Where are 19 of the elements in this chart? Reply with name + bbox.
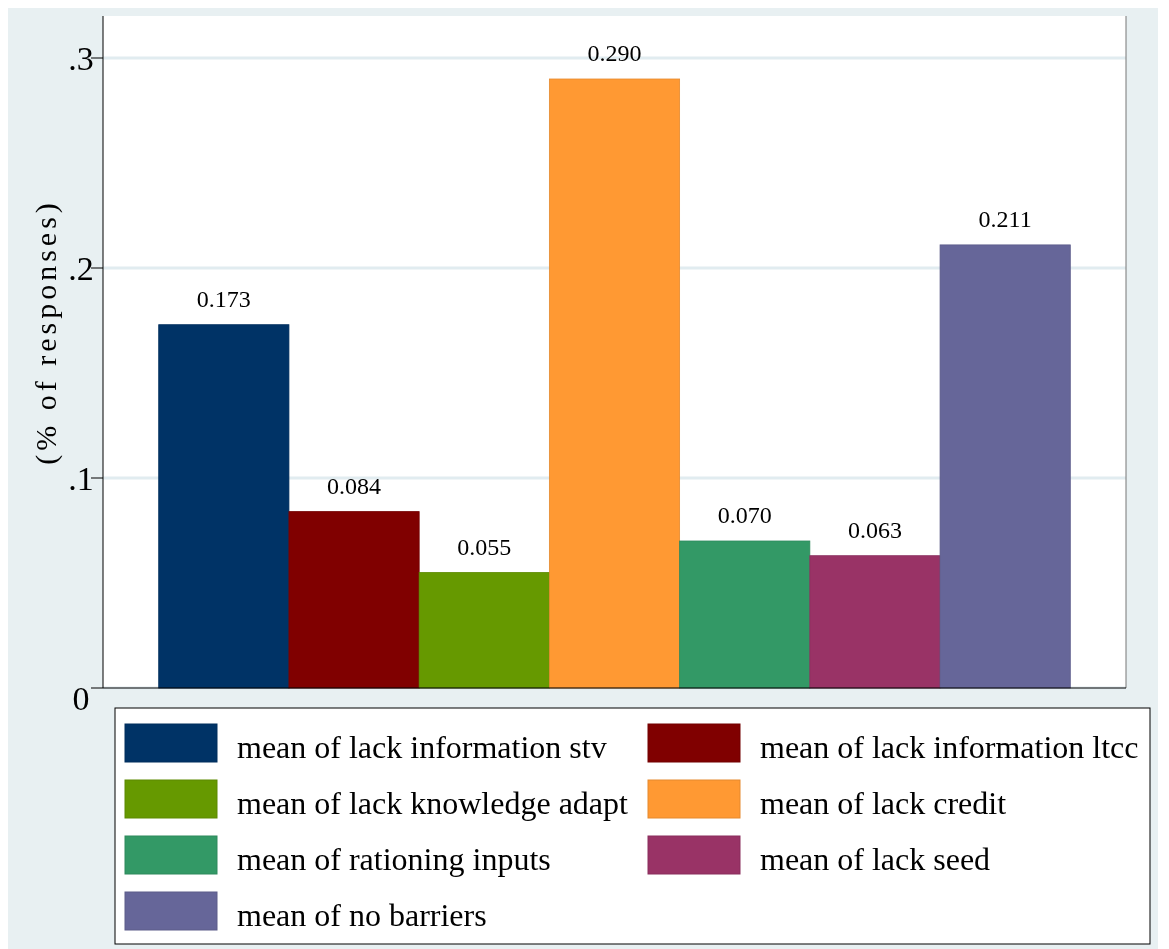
legend-label: mean of rationing inputs [237, 841, 551, 877]
data-label: 0.211 [978, 205, 1032, 232]
legend-label: mean of lack information stv [237, 729, 607, 765]
data-label: 0.290 [587, 40, 642, 66]
legend-label: mean of lack information ltcc [760, 729, 1139, 765]
y-axis-title: (% of responses) [29, 199, 63, 465]
data-label: 0.063 [847, 516, 902, 543]
data-label: 0.055 [457, 533, 512, 560]
legend-label: mean of no barriers [237, 897, 487, 933]
y-tick-label: .1 [68, 460, 94, 497]
data-label: 0.173 [196, 285, 251, 312]
y-tick-label: .2 [68, 250, 94, 287]
legend-label: mean of lack seed [760, 841, 991, 877]
legend-label: mean of lack knowledge adapt [237, 785, 629, 821]
data-label: 0.070 [717, 502, 772, 528]
legend-label: mean of lack credit [760, 785, 1007, 821]
data-label: 0.084 [327, 472, 382, 499]
y-tick-label: 0 [72, 680, 90, 717]
y-tick-label: .3 [68, 40, 94, 77]
